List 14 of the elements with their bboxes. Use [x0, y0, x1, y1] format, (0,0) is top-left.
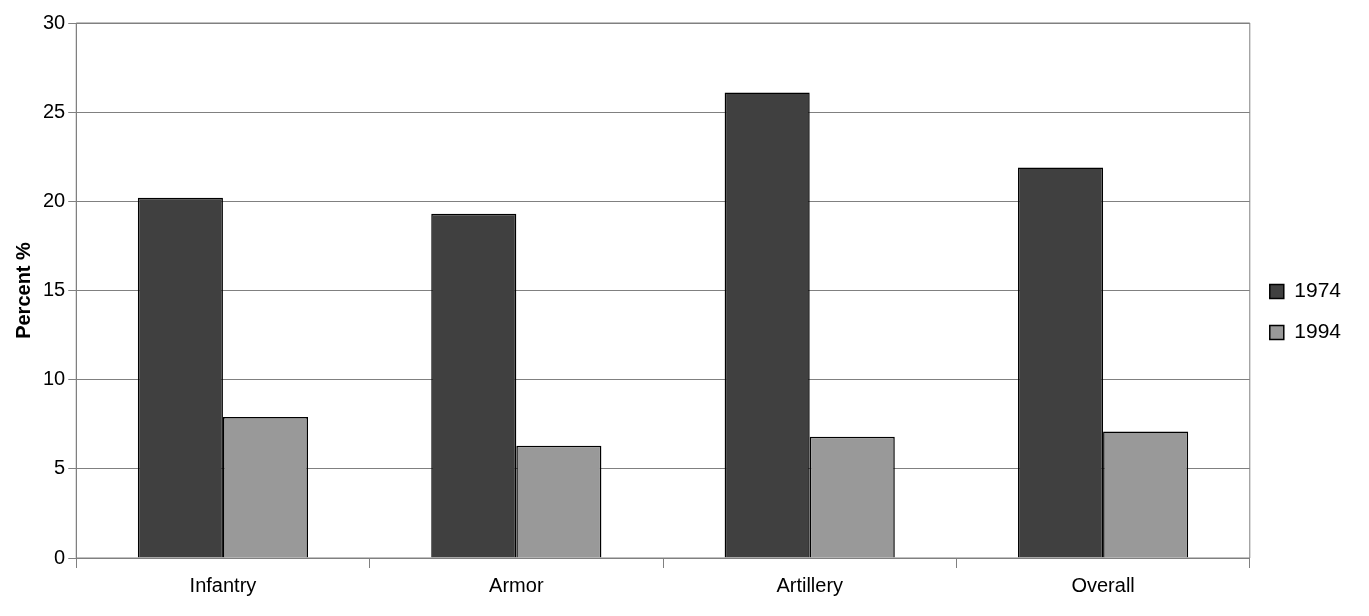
- x-tick-label: Armor: [489, 573, 544, 596]
- y-tick-label: 25: [43, 99, 66, 122]
- legend-label: 1974: [1294, 278, 1342, 302]
- y-tick-label: 30: [43, 10, 66, 33]
- legend-label: 1994: [1294, 319, 1342, 343]
- x-tick-label: Overall: [1071, 573, 1135, 596]
- y-tick-label: 10: [43, 367, 66, 390]
- y-tick-label: 20: [43, 188, 66, 211]
- y-tick-label: 0: [54, 545, 66, 568]
- x-tick-label: Artillery: [776, 573, 844, 596]
- y-tick-label: 15: [43, 278, 66, 301]
- y-axis-title: Percent %: [11, 241, 34, 339]
- x-tick-label: Infantry: [189, 573, 257, 596]
- y-tick-label: 5: [54, 456, 66, 479]
